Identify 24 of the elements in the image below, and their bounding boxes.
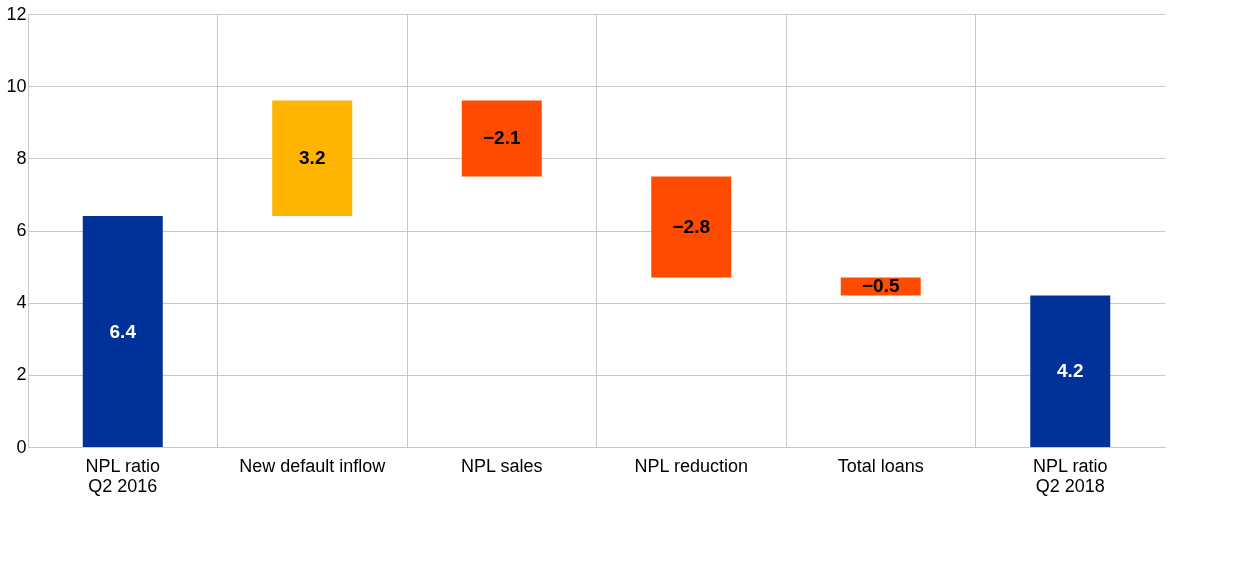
y-tick-label: 8 bbox=[16, 147, 27, 168]
x-tick-label: NPL ratio Q2 2016 bbox=[85, 455, 160, 496]
y-tick-label: 12 bbox=[6, 3, 27, 24]
data-label: −2.8 bbox=[672, 215, 711, 237]
bar bbox=[272, 100, 353, 217]
y-tick-label: 0 bbox=[16, 436, 27, 457]
bar bbox=[651, 176, 732, 278]
data-label: 3.2 bbox=[299, 147, 326, 169]
data-label: 4.2 bbox=[1057, 360, 1084, 382]
bar bbox=[1030, 295, 1111, 447]
data-label: −2.1 bbox=[482, 127, 521, 149]
bar bbox=[82, 216, 163, 447]
y-tick-label: 2 bbox=[16, 364, 27, 385]
y-tick-label: 4 bbox=[16, 292, 27, 313]
y-tick-label: 6 bbox=[16, 220, 27, 240]
data-label: 6.4 bbox=[109, 320, 137, 342]
x-tick-label: NPL reduction bbox=[634, 455, 748, 476]
y-tick-label: 10 bbox=[6, 75, 27, 96]
x-tick-label: Total loans bbox=[837, 455, 924, 476]
data-label: −0.5 bbox=[861, 275, 900, 297]
bar bbox=[461, 100, 542, 177]
x-tick-label: New default inflow bbox=[239, 455, 387, 476]
x-tick-label: NPL ratio Q2 2018 bbox=[1033, 455, 1108, 496]
x-tick-label: NPL sales bbox=[461, 455, 543, 476]
